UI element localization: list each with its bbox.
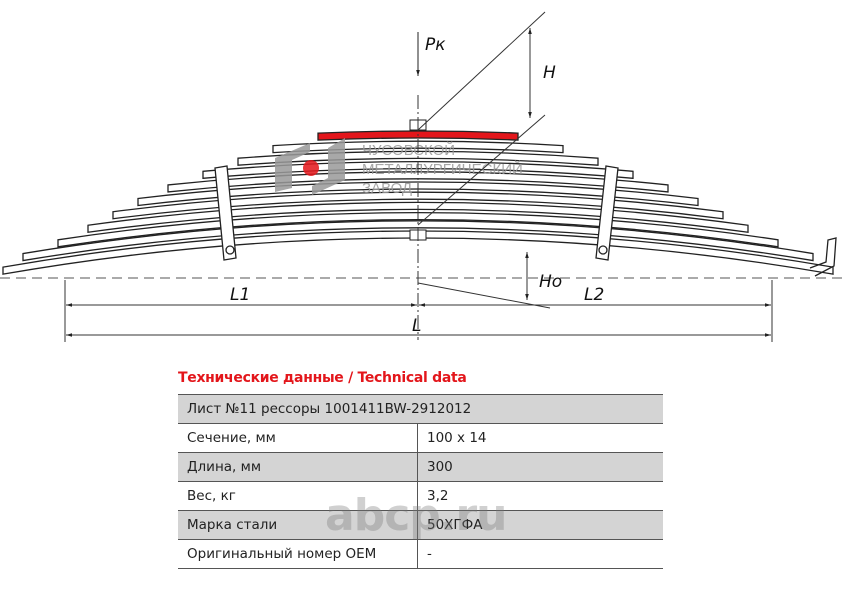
company-logo: ЧУСОВСКОЙ МЕТАЛЛУРГИЧЕСКИЙ ЗАВОД [275, 138, 523, 197]
table-header-row: Лист №11 рессоры 1001411BW-2912012 [178, 394, 663, 424]
table-header: Лист №11 рессоры 1001411BW-2912012 [178, 394, 663, 424]
spring-leaf [87, 201, 749, 234]
spring-leaf [57, 211, 779, 248]
spring-leaf [2, 230, 834, 275]
label-ho: Ho [539, 272, 562, 292]
row-value: 3,2 [417, 481, 663, 511]
table-row: Длина, мм 300 [178, 452, 663, 482]
row-value: 300 [417, 452, 663, 482]
label-l: L [412, 316, 421, 336]
label-l1: L1 [230, 285, 250, 305]
logo-line-3: ЗАВОД [362, 180, 412, 197]
spring-clamp-left [214, 165, 237, 261]
row-value: - [417, 539, 663, 569]
row-label: Сечение, мм [178, 423, 418, 453]
table-title: Технические данные / Technical data [178, 370, 467, 386]
spring-eye-hook [809, 237, 837, 277]
logo-line-1: ЧУСОВСКОЙ [362, 141, 455, 159]
leaf-spring-drawing: ЧУСОВСКОЙ МЕТАЛЛУРГИЧЕСКИЙ ЗАВОД Pк H Ho… [0, 11, 842, 342]
table-row: Оригинальный номер OEM - [178, 539, 663, 569]
row-label: Вес, кг [178, 481, 418, 511]
table-row: Сечение, мм 100 x 14 [178, 423, 663, 453]
row-label: Оригинальный номер OEM [178, 539, 418, 569]
row-label: Марка стали [178, 510, 418, 540]
spring-leaf [112, 191, 724, 220]
label-h: H [543, 63, 556, 83]
logo-line-2: МЕТАЛЛУРГИЧЕСКИЙ [362, 160, 523, 178]
label-pk: Pк [425, 35, 446, 55]
watermark: abcp.ru [325, 490, 508, 541]
technical-data-table: Лист №11 рессоры 1001411BW-2912012 Сечен… [178, 394, 663, 569]
table-row: Марка стали 50ХГФА [178, 510, 663, 540]
row-value: 50ХГФА [417, 510, 663, 540]
table-row: Вес, кг 3,2 [178, 481, 663, 511]
row-value: 100 x 14 [417, 423, 663, 453]
spring-clamp-right [595, 165, 619, 261]
label-l2: L2 [584, 285, 604, 305]
row-label: Длина, мм [178, 452, 418, 482]
